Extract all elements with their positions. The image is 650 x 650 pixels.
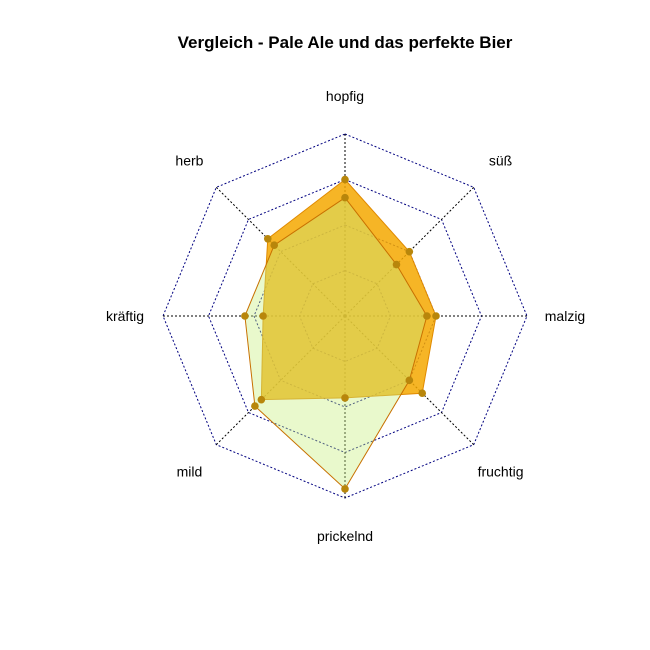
series-2-point-süß bbox=[392, 260, 401, 269]
series-1-point-hopfig bbox=[341, 175, 349, 184]
series-2-point-fruchtig bbox=[405, 376, 414, 385]
axis-label-4: prickelnd bbox=[317, 528, 373, 544]
series-2-point-herb bbox=[270, 241, 279, 250]
radar-series bbox=[241, 175, 440, 493]
axis-label-0: hopfig bbox=[326, 88, 364, 104]
axis-label-6: kräftig bbox=[106, 308, 144, 324]
series-1-point-prickelnd bbox=[341, 394, 349, 402]
series-2-point-hopfig bbox=[341, 193, 349, 202]
axis-labels: hopfig süß malzig fruchtig prickelnd mild kräf… bbox=[106, 88, 585, 544]
series-1-point-mild bbox=[257, 395, 266, 404]
axis-label-7: herb bbox=[175, 152, 203, 168]
axis-label-2: malzig bbox=[545, 308, 585, 324]
series-2-point-mild bbox=[251, 402, 259, 410]
series-1-point-fruchtig bbox=[418, 389, 427, 398]
chart-title: Vergleich - Pale Ale und das perfekte Bi… bbox=[178, 33, 513, 52]
series-1-point-herb bbox=[263, 234, 272, 243]
series-2-point-prickelnd bbox=[341, 485, 349, 493]
series-2-point-kräftig bbox=[241, 312, 249, 320]
axis-label-5: mild bbox=[177, 464, 203, 480]
series-1-point-süß bbox=[405, 247, 414, 256]
axis-label-3: fruchtig bbox=[478, 464, 524, 480]
axis-label-1: süß bbox=[489, 152, 512, 168]
series-2-point-malzig bbox=[423, 312, 431, 320]
series-1-point-kräftig bbox=[259, 312, 267, 320]
series-1-point-malzig bbox=[432, 312, 440, 320]
